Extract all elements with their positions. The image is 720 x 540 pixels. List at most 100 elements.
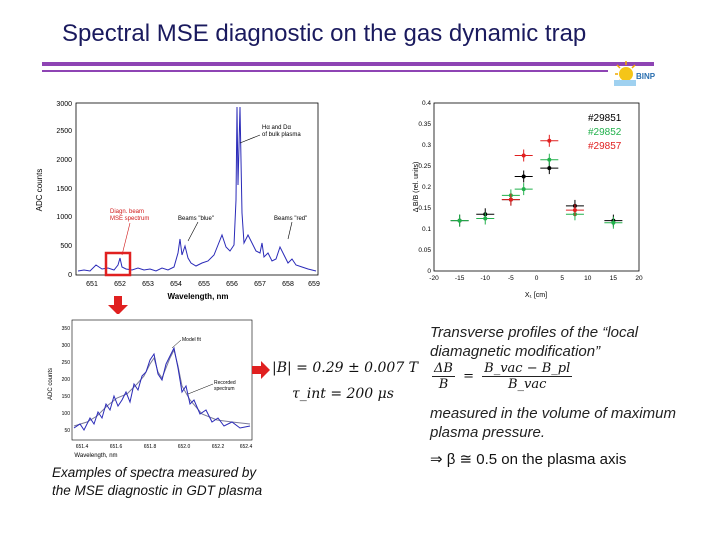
zoom-annot-model: Model fit xyxy=(182,337,202,343)
main-xtick: 655 xyxy=(198,281,210,288)
main-ytick: 2000 xyxy=(56,157,72,164)
profile-point-29852 xyxy=(457,218,462,223)
profile-xtick: 15 xyxy=(610,275,618,282)
profile-point-29852 xyxy=(547,157,552,162)
caption-line-1: Examples of spectra measured by xyxy=(52,465,257,480)
main-annot-diagn-beam: Diagn. beam xyxy=(110,209,144,215)
binp-logo-text: BINP xyxy=(636,72,656,81)
zoom-ytick: 50 xyxy=(64,428,70,434)
profile-xlabel: X₁ [cm] xyxy=(525,292,547,299)
frac-rhs-den: B_vac xyxy=(507,377,547,392)
zoom-xtick: 652.2 xyxy=(212,444,225,450)
mse-region-highlight-box xyxy=(104,251,132,277)
legend-29851: #29851 xyxy=(588,113,622,124)
profile-xtick: -15 xyxy=(455,275,465,282)
title-underline-thin xyxy=(42,70,608,72)
main-ytick: 1500 xyxy=(56,186,72,193)
profile-point-29851 xyxy=(521,174,526,179)
frac-lhs-num: ΔB xyxy=(432,361,455,377)
zoom-spectrum-chart: 50 100 150 200 250 300 350 651.4 651.6 6… xyxy=(42,314,258,464)
zoom-spectrum-frame xyxy=(71,319,253,441)
measured-line-2: plasma pressure. xyxy=(430,424,546,441)
spectra-caption: Examples of spectra measured by the MSE … xyxy=(52,464,272,500)
main-spectrum-trace xyxy=(77,106,317,272)
main-xtick: 659 xyxy=(308,281,320,288)
magnetic-field-formula: |B| = 0.29 ± 0.007 T xyxy=(272,360,419,376)
main-annot-red: Beams "red" xyxy=(274,216,307,222)
zoom-annot-recorded: Recorded xyxy=(214,380,236,386)
main-xtick: 651 xyxy=(86,281,98,288)
main-ytick: 500 xyxy=(60,243,72,250)
profile-xtick: -10 xyxy=(481,275,491,282)
profile-point-29857 xyxy=(547,138,552,143)
zoom-annot-spectrum: spectrum xyxy=(214,386,235,392)
main-annot-pointer-red xyxy=(121,222,131,256)
beta-conclusion: ⇒ β ≅ 0.5 on the plasma axis xyxy=(430,451,627,468)
zoom-xlabel: Wavelength, nm xyxy=(74,453,117,459)
profile-xtick: 20 xyxy=(635,275,643,282)
main-annot-pointers xyxy=(187,134,293,242)
profile-ytick: 0 xyxy=(427,268,431,275)
slide-title: Spectral MSE diagnostic on the gas dynam… xyxy=(62,20,587,47)
profile-ytick: 0.15 xyxy=(418,205,431,212)
main-ytick: 0 xyxy=(68,272,72,279)
measured-line-1: measured in the volume of maximum xyxy=(430,405,676,422)
profile-xtick: 5 xyxy=(560,275,564,282)
main-annot-bulk: of bulk plasma xyxy=(262,132,301,138)
profile-ytick: 0.05 xyxy=(418,247,431,254)
description-block: Transverse profiles of the “local diamag… xyxy=(430,323,700,361)
profile-chart: 0 0.05 0.1 0.15 0.2 0.25 0.3 0.35 0.4 -20 -15 -10 -… xyxy=(408,95,644,305)
red-down-arrow-icon xyxy=(108,296,128,315)
frac-lhs-den: B xyxy=(438,377,449,392)
profile-point-29857 xyxy=(521,153,526,158)
description-line-1: Transverse profiles of the “local xyxy=(430,324,639,341)
profile-chart-frame xyxy=(433,102,640,272)
profile-point-29852 xyxy=(611,220,616,225)
main-xtick: 653 xyxy=(142,281,154,288)
main-xtick: 654 xyxy=(170,281,182,288)
profile-point-29857 xyxy=(508,197,513,202)
binp-logo-icon xyxy=(614,61,636,86)
profile-xtick: 0 xyxy=(535,275,539,282)
integration-time-formula: τ_int = 200 μs xyxy=(292,386,394,402)
main-spectrum-frame xyxy=(75,102,319,276)
main-xtick: 657 xyxy=(254,281,266,288)
profile-ytick: 0.2 xyxy=(422,184,431,191)
frac-rhs-num: B_vac − B_pl xyxy=(482,361,573,377)
diamagnetic-fraction-formula: ΔB B = B_vac − B_pl B_vac xyxy=(432,361,573,392)
frac-equals: = xyxy=(463,369,474,384)
zoom-xtick: 651.4 xyxy=(76,444,89,450)
profile-point-29852 xyxy=(483,216,488,221)
profile-ytick: 0.35 xyxy=(418,121,431,128)
main-xtick: 656 xyxy=(226,281,238,288)
description-line-2: diamagnetic modification” xyxy=(430,343,601,360)
profile-point-29851 xyxy=(547,166,552,171)
profile-ytick: 0.25 xyxy=(418,163,431,170)
measured-text: measured in the volume of maximum plasma… xyxy=(430,404,710,442)
profile-ytick: 0.1 xyxy=(422,226,431,233)
zoom-ytick: 300 xyxy=(62,343,71,349)
main-annot-blue: Beams "blue" xyxy=(178,216,214,222)
profile-xtick: -5 xyxy=(508,275,514,282)
zoom-ytick: 100 xyxy=(62,411,71,417)
main-ylabel: ADC counts xyxy=(35,169,44,212)
main-annot-halpha: Hα and Dα xyxy=(262,125,291,131)
zoom-xtick: 652.4 xyxy=(240,444,253,450)
caption-line-2: the MSE diagnostic in GDT plasma xyxy=(52,483,263,498)
red-right-arrow-icon xyxy=(252,361,270,379)
profile-ytick: 0.4 xyxy=(422,100,431,107)
main-xtick: 658 xyxy=(282,281,294,288)
zoom-ytick: 250 xyxy=(62,360,71,366)
zoom-xtick: 652.0 xyxy=(178,444,191,450)
zoom-ytick: 150 xyxy=(62,394,71,400)
profile-ytick: 0.3 xyxy=(422,142,431,149)
main-xlabel: Wavelength, nm xyxy=(167,292,228,301)
zoom-ylabel: ADC counts xyxy=(48,368,54,400)
profile-xtick: 10 xyxy=(584,275,592,282)
main-xtick: 652 xyxy=(114,281,126,288)
zoom-xtick: 651.8 xyxy=(144,444,157,450)
legend-29857: #29857 xyxy=(588,141,622,152)
main-ytick: 2500 xyxy=(56,128,72,135)
profile-point-29857 xyxy=(572,208,577,213)
main-ytick: 3000 xyxy=(56,101,72,108)
